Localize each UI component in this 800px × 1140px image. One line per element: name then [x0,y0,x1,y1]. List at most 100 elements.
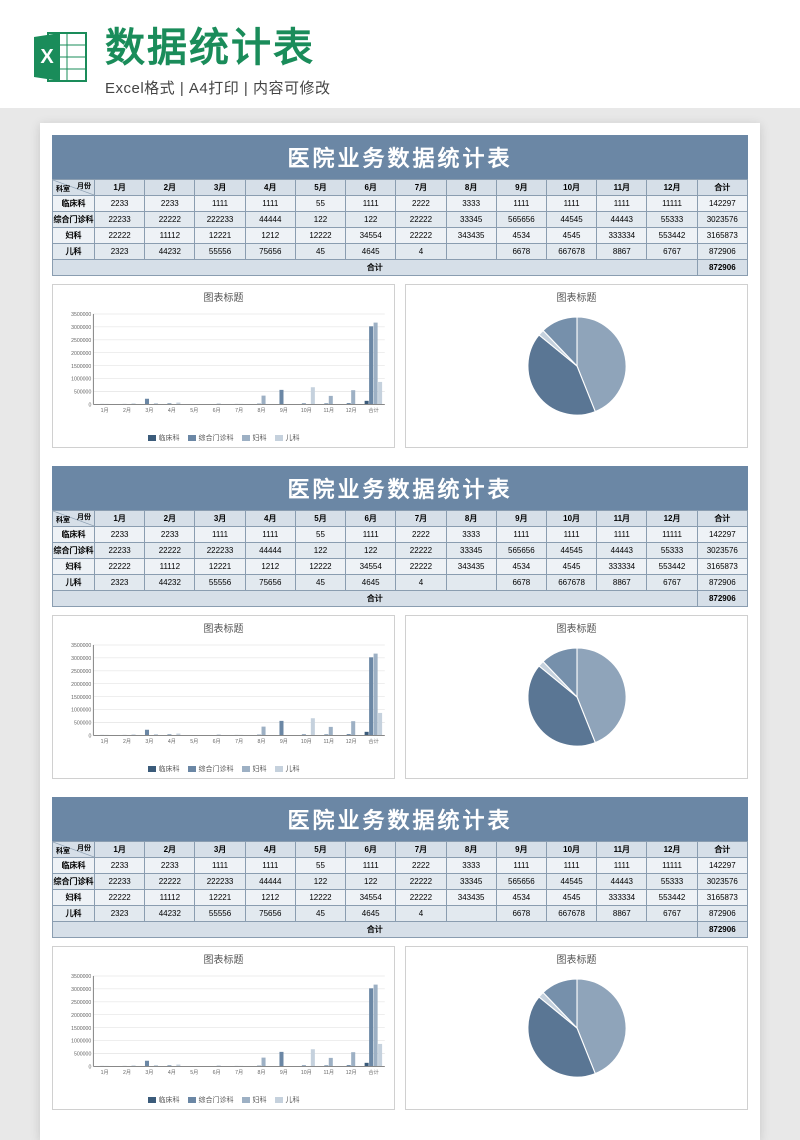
svg-text:3月: 3月 [145,1069,153,1076]
svg-text:11月: 11月 [323,1069,334,1076]
sum-total: 872906 [697,260,747,276]
page-header: X 数据统计表 Excel格式 | A4打印 | 内容可修改 [0,0,800,108]
data-cell: 11112 [145,890,195,906]
month-header: 10月 [546,842,596,858]
data-cell: 55 [295,196,345,212]
row-name: 临床科 [53,196,95,212]
svg-text:合计: 合计 [368,406,378,414]
bar-chart-box: 图表标题050000010000001500000200000025000003… [52,615,395,779]
data-cell: 1111 [346,527,396,543]
bar-chart-box: 图表标题050000010000001500000200000025000003… [52,284,395,448]
svg-text:3月: 3月 [145,407,153,414]
row-name: 综合门诊科 [53,212,95,228]
data-table: 月份科室1月2月3月4月5月6月7月8月9月10月11月12月合计临床科2233… [52,841,748,938]
data-cell: 2233 [145,527,195,543]
data-cell: 3333 [446,196,496,212]
data-table: 月份科室1月2月3月4月5月6月7月8月9月10月11月12月合计临床科2233… [52,179,748,276]
data-cell: 75656 [245,906,295,922]
svg-text:12月: 12月 [346,407,357,414]
data-cell: 3333 [446,527,496,543]
excel-icon: X [30,27,90,87]
row-name: 综合门诊科 [53,874,95,890]
data-cell: 1111 [496,858,546,874]
svg-text:8月: 8月 [257,738,265,745]
month-header: 8月 [446,842,496,858]
month-header: 10月 [546,180,596,196]
row-name: 临床科 [53,858,95,874]
data-cell: 333334 [597,559,647,575]
data-cell: 75656 [245,244,295,260]
data-cell: 565656 [496,874,546,890]
data-cell: 1212 [245,559,295,575]
data-cell: 22222 [95,228,145,244]
svg-text:合计: 合计 [368,737,378,745]
data-table: 月份科室1月2月3月4月5月6月7月8月9月10月11月12月合计临床科2233… [52,510,748,607]
month-header: 1月 [95,842,145,858]
svg-text:0: 0 [88,403,91,409]
data-cell: 3023576 [697,543,747,559]
data-cell: 3333 [446,858,496,874]
data-cell: 45 [295,575,345,591]
svg-text:3000000: 3000000 [71,987,91,993]
data-cell: 1111 [245,858,295,874]
svg-text:3月: 3月 [145,738,153,745]
data-cell: 667678 [546,575,596,591]
data-cell: 44232 [145,575,195,591]
data-cell: 55 [295,858,345,874]
pie-chart-box: 图表标题 [405,946,748,1110]
month-header: 12月 [647,842,697,858]
data-cell: 22222 [396,890,446,906]
data-cell: 122 [295,212,345,228]
svg-text:7月: 7月 [235,1069,243,1076]
data-cell: 22222 [145,212,195,228]
month-header: 10月 [546,511,596,527]
bar-legend: 临床科综合门诊科妇科儿科 [57,1095,390,1105]
data-cell: 3165873 [697,890,747,906]
svg-text:1000000: 1000000 [71,1039,91,1045]
bar-chart-title: 图表标题 [57,620,390,635]
svg-text:2000000: 2000000 [71,1013,91,1019]
data-cell: 1212 [245,890,295,906]
data-cell: 142297 [697,527,747,543]
data-cell: 872906 [697,575,747,591]
data-cell: 55333 [647,543,697,559]
data-cell: 11111 [647,858,697,874]
data-cell: 667678 [546,244,596,260]
data-cell: 4545 [546,559,596,575]
data-cell: 45 [295,244,345,260]
svg-text:500000: 500000 [74,390,91,396]
svg-text:X: X [40,46,54,68]
month-header: 9月 [496,842,546,858]
svg-text:1月: 1月 [101,738,109,745]
header-title: 数据统计表 [105,15,770,73]
data-cell: 222233 [195,874,245,890]
data-cell: 4645 [346,906,396,922]
svg-text:5月: 5月 [190,407,198,414]
data-cell: 2233 [95,196,145,212]
data-cell: 45 [295,906,345,922]
svg-text:8月: 8月 [257,1069,265,1076]
data-cell: 22233 [95,212,145,228]
data-cell: 1111 [195,196,245,212]
data-cell: 565656 [496,212,546,228]
data-cell: 55333 [647,212,697,228]
data-cell: 343435 [446,228,496,244]
svg-text:1月: 1月 [101,1069,109,1076]
data-cell: 44545 [546,874,596,890]
svg-text:3500000: 3500000 [71,643,91,649]
pie-chart-svg [507,637,647,757]
svg-text:500000: 500000 [74,721,91,727]
stats-panel: 医院业务数据统计表月份科室1月2月3月4月5月6月7月8月9月10月11月12月… [52,135,748,448]
data-cell: 12221 [195,228,245,244]
svg-text:6月: 6月 [213,407,221,414]
pie-chart-svg [507,968,647,1088]
svg-text:3500000: 3500000 [71,974,91,980]
month-header: 9月 [496,511,546,527]
bar-chart-svg: 0500000100000015000002000000250000030000… [57,306,390,426]
data-cell: 55556 [195,575,245,591]
data-cell: 343435 [446,559,496,575]
svg-text:2000000: 2000000 [71,351,91,357]
data-cell: 44545 [546,543,596,559]
data-cell: 12222 [295,890,345,906]
row-name: 儿科 [53,906,95,922]
